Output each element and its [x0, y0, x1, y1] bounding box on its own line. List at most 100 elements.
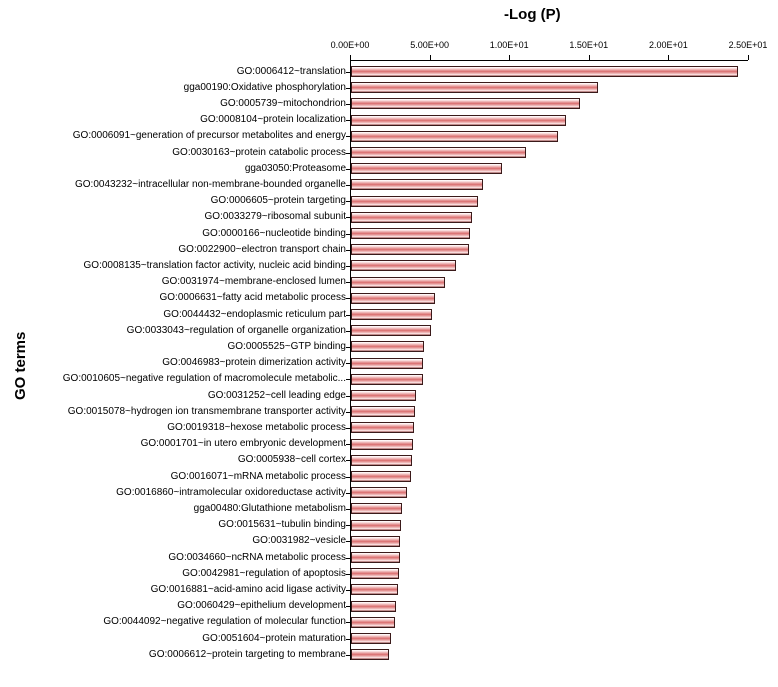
- bar: [351, 374, 423, 385]
- y-tick: [346, 72, 350, 73]
- bar: [351, 179, 483, 190]
- y-tick: [346, 379, 350, 380]
- bar: [351, 212, 472, 223]
- bar: [351, 196, 478, 207]
- bar: [351, 568, 399, 579]
- chart-container: -Log (P) GO terms 0.00E+005.00E+001.00E+…: [0, 0, 778, 687]
- y-tick: [346, 460, 350, 461]
- category-label: GO:0022900~electron transport chain: [178, 244, 346, 255]
- category-label: GO:0006612~protein targeting to membrane: [149, 649, 346, 660]
- bar: [351, 455, 412, 466]
- y-tick: [346, 217, 350, 218]
- y-tick: [346, 136, 350, 137]
- y-tick: [346, 493, 350, 494]
- bar: [351, 633, 391, 644]
- y-tick: [346, 509, 350, 510]
- y-tick: [346, 315, 350, 316]
- category-label: GO:0006631~fatty acid metabolic process: [160, 292, 347, 303]
- bar: [351, 293, 435, 304]
- bar: [351, 228, 470, 239]
- x-tick-label: 5.00E+00: [410, 40, 449, 50]
- y-tick: [346, 282, 350, 283]
- category-label: gga03050:Proteasome: [245, 163, 346, 174]
- x-tick-label: 2.00E+01: [649, 40, 688, 50]
- bar: [351, 341, 424, 352]
- y-tick: [346, 412, 350, 413]
- bar: [351, 244, 469, 255]
- category-label: GO:0042981~regulation of apoptosis: [182, 568, 346, 579]
- bar: [351, 536, 400, 547]
- x-tick-label: 1.00E+01: [490, 40, 529, 50]
- category-label: GO:0044432~endoplasmic reticulum part: [163, 309, 346, 320]
- x-axis-title: -Log (P): [504, 6, 561, 23]
- category-label: GO:0019318~hexose metabolic process: [167, 422, 346, 433]
- category-label: GO:0005525~GTP binding: [227, 341, 346, 352]
- y-tick: [346, 639, 350, 640]
- category-label: GO:0016881~acid-amino acid ligase activi…: [151, 584, 346, 595]
- bar: [351, 520, 401, 531]
- bar: [351, 277, 445, 288]
- category-label: GO:0051604~protein maturation: [202, 633, 346, 644]
- bar: [351, 422, 414, 433]
- category-label: GO:0031974~membrane-enclosed lumen: [162, 276, 346, 287]
- y-tick: [346, 655, 350, 656]
- category-label: GO:0033279~ribosomal subunit: [205, 211, 346, 222]
- y-tick: [346, 331, 350, 332]
- y-tick: [346, 234, 350, 235]
- x-tick: [668, 55, 669, 60]
- y-tick: [346, 250, 350, 251]
- bar: [351, 147, 526, 158]
- x-tick-label: 1.50E+01: [569, 40, 608, 50]
- y-tick: [346, 558, 350, 559]
- bar: [351, 163, 502, 174]
- category-label: GO:0031252~cell leading edge: [208, 390, 346, 401]
- category-label: gga00480:Glutathione metabolism: [194, 503, 346, 514]
- y-tick: [346, 169, 350, 170]
- y-tick: [346, 428, 350, 429]
- category-label: GO:0006091~generation of precursor metab…: [73, 130, 346, 141]
- bar: [351, 358, 423, 369]
- x-tick: [589, 55, 590, 60]
- y-tick: [346, 185, 350, 186]
- bar: [351, 439, 413, 450]
- bar: [351, 131, 558, 142]
- category-label: GO:0005739~mitochondrion: [220, 98, 346, 109]
- category-label: GO:0010605~negative regulation of macrom…: [63, 373, 346, 384]
- y-tick: [346, 201, 350, 202]
- y-tick: [346, 298, 350, 299]
- category-label: GO:0015631~tubulin binding: [218, 519, 346, 530]
- bar: [351, 115, 566, 126]
- y-tick: [346, 622, 350, 623]
- x-tick: [748, 55, 749, 60]
- x-tick: [350, 55, 351, 60]
- y-tick: [346, 525, 350, 526]
- bar: [351, 260, 456, 271]
- bar: [351, 82, 598, 93]
- y-tick: [346, 347, 350, 348]
- x-tick: [509, 55, 510, 60]
- y-tick: [346, 606, 350, 607]
- category-label: GO:0034660~ncRNA metabolic process: [168, 552, 346, 563]
- bar: [351, 552, 400, 563]
- bar: [351, 98, 580, 109]
- bar: [351, 649, 389, 660]
- x-tick: [430, 55, 431, 60]
- category-label: GO:0043232~intracellular non-membrane-bo…: [75, 179, 346, 190]
- y-tick: [346, 477, 350, 478]
- category-label: GO:0044092~negative regulation of molecu…: [103, 616, 346, 627]
- y-tick: [346, 153, 350, 154]
- bar: [351, 471, 411, 482]
- bar: [351, 406, 415, 417]
- category-label: gga00190:Oxidative phosphorylation: [184, 82, 346, 93]
- y-tick: [346, 574, 350, 575]
- bar: [351, 66, 738, 77]
- y-tick: [346, 266, 350, 267]
- bar: [351, 487, 407, 498]
- x-tick-label: 0.00E+00: [331, 40, 370, 50]
- category-label: GO:0006412~translation: [237, 66, 346, 77]
- category-label: GO:0001701~in utero embryonic developmen…: [141, 438, 346, 449]
- y-tick: [346, 88, 350, 89]
- category-label: GO:0006605~protein targeting: [211, 195, 346, 206]
- bar: [351, 584, 398, 595]
- bar: [351, 617, 395, 628]
